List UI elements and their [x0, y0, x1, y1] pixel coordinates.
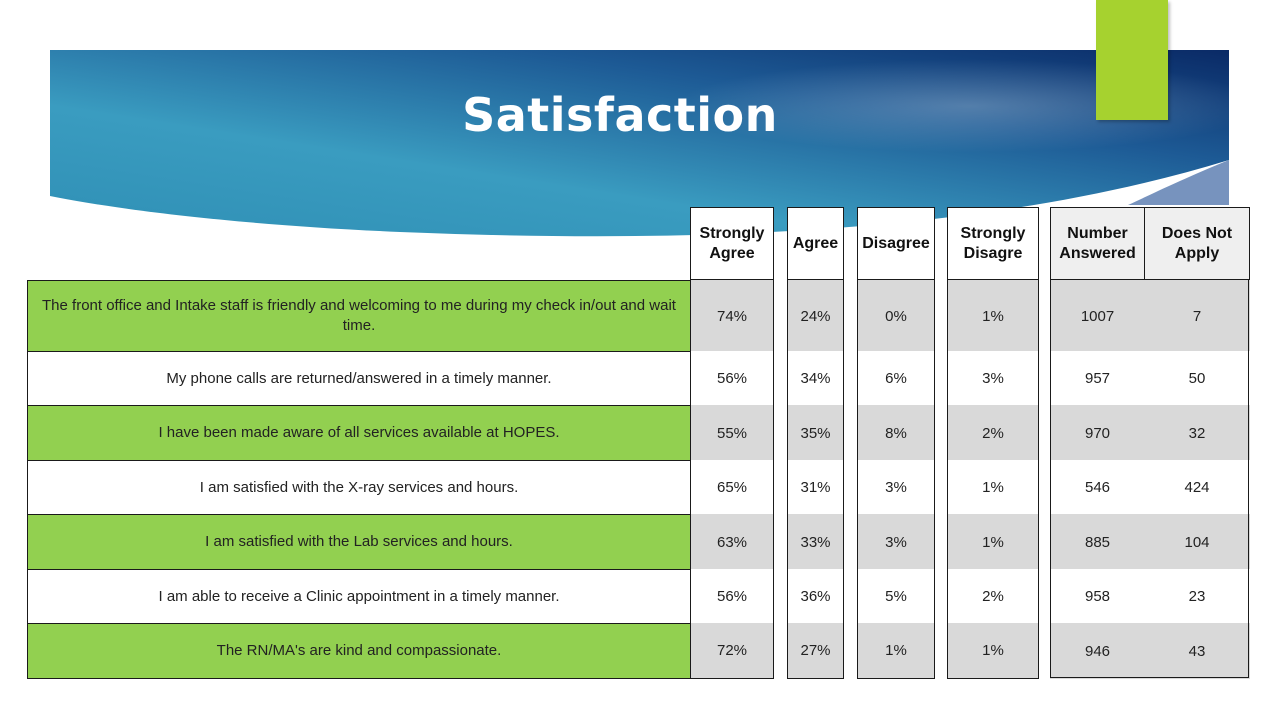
- cell-strongly-disagree: 2%: [947, 569, 1039, 624]
- cell-number-answered: 957: [1050, 351, 1145, 406]
- cell-number-answered: 885: [1050, 514, 1145, 570]
- cell-does-not-apply: 32: [1144, 405, 1250, 461]
- question-cell: The RN/MA's are kind and compassionate.: [27, 623, 691, 679]
- header-strongly-agree: Strongly Agree: [690, 207, 774, 280]
- cell-agree: 31%: [787, 460, 844, 515]
- cell-strongly-disagree: 2%: [947, 405, 1039, 461]
- cell-does-not-apply: 43: [1144, 623, 1250, 679]
- cell-number-answered: 958: [1050, 569, 1145, 624]
- cell-disagree: 3%: [857, 460, 935, 515]
- cell-does-not-apply: 424: [1144, 460, 1250, 515]
- cell-disagree: 3%: [857, 514, 935, 570]
- cell-strongly-disagree: 1%: [947, 280, 1039, 352]
- page-title: Satisfaction: [462, 88, 778, 142]
- question-cell: I am satisfied with the X-ray services a…: [27, 460, 691, 515]
- cell-disagree: 5%: [857, 569, 935, 624]
- cell-agree: 36%: [787, 569, 844, 624]
- header-agree: Agree: [787, 207, 844, 280]
- cell-strongly-agree: 55%: [690, 405, 774, 461]
- question-cell: My phone calls are returned/answered in …: [27, 351, 691, 406]
- cell-strongly-agree: 74%: [690, 280, 774, 352]
- cell-does-not-apply: 104: [1144, 514, 1250, 570]
- question-cell: I have been made aware of all services a…: [27, 405, 691, 461]
- question-cell: The front office and Intake staff is fri…: [27, 280, 691, 352]
- cell-strongly-disagree: 1%: [947, 514, 1039, 570]
- header-strongly-disagree: Strongly Disagre: [947, 207, 1039, 280]
- cell-does-not-apply: 23: [1144, 569, 1250, 624]
- cell-does-not-apply: 50: [1144, 351, 1250, 406]
- cell-number-answered: 546: [1050, 460, 1145, 515]
- cell-agree: 35%: [787, 405, 844, 461]
- cell-strongly-agree: 56%: [690, 569, 774, 624]
- cell-strongly-disagree: 1%: [947, 623, 1039, 679]
- cell-agree: 27%: [787, 623, 844, 679]
- cell-agree: 24%: [787, 280, 844, 352]
- cell-number-answered: 1007: [1050, 280, 1145, 352]
- question-cell: I am able to receive a Clinic appointmen…: [27, 569, 691, 624]
- cell-strongly-agree: 56%: [690, 351, 774, 406]
- cell-strongly-agree: 63%: [690, 514, 774, 570]
- cell-disagree: 0%: [857, 280, 935, 352]
- cell-agree: 33%: [787, 514, 844, 570]
- cell-strongly-disagree: 1%: [947, 460, 1039, 515]
- cell-disagree: 6%: [857, 351, 935, 406]
- header-number-answered: Number Answered: [1050, 207, 1145, 280]
- cell-agree: 34%: [787, 351, 844, 406]
- cell-number-answered: 970: [1050, 405, 1145, 461]
- cell-strongly-agree: 65%: [690, 460, 774, 515]
- title-banner: [50, 50, 1229, 237]
- cell-disagree: 1%: [857, 623, 935, 679]
- cell-strongly-disagree: 3%: [947, 351, 1039, 406]
- cell-does-not-apply: 7: [1144, 280, 1250, 352]
- cell-disagree: 8%: [857, 405, 935, 461]
- question-cell: I am satisfied with the Lab services and…: [27, 514, 691, 570]
- accent-block: [1096, 0, 1168, 120]
- header-does-not-apply: Does Not Apply: [1144, 207, 1250, 280]
- cell-number-answered: 946: [1050, 623, 1145, 679]
- header-disagree: Disagree: [857, 207, 935, 280]
- cell-strongly-agree: 72%: [690, 623, 774, 679]
